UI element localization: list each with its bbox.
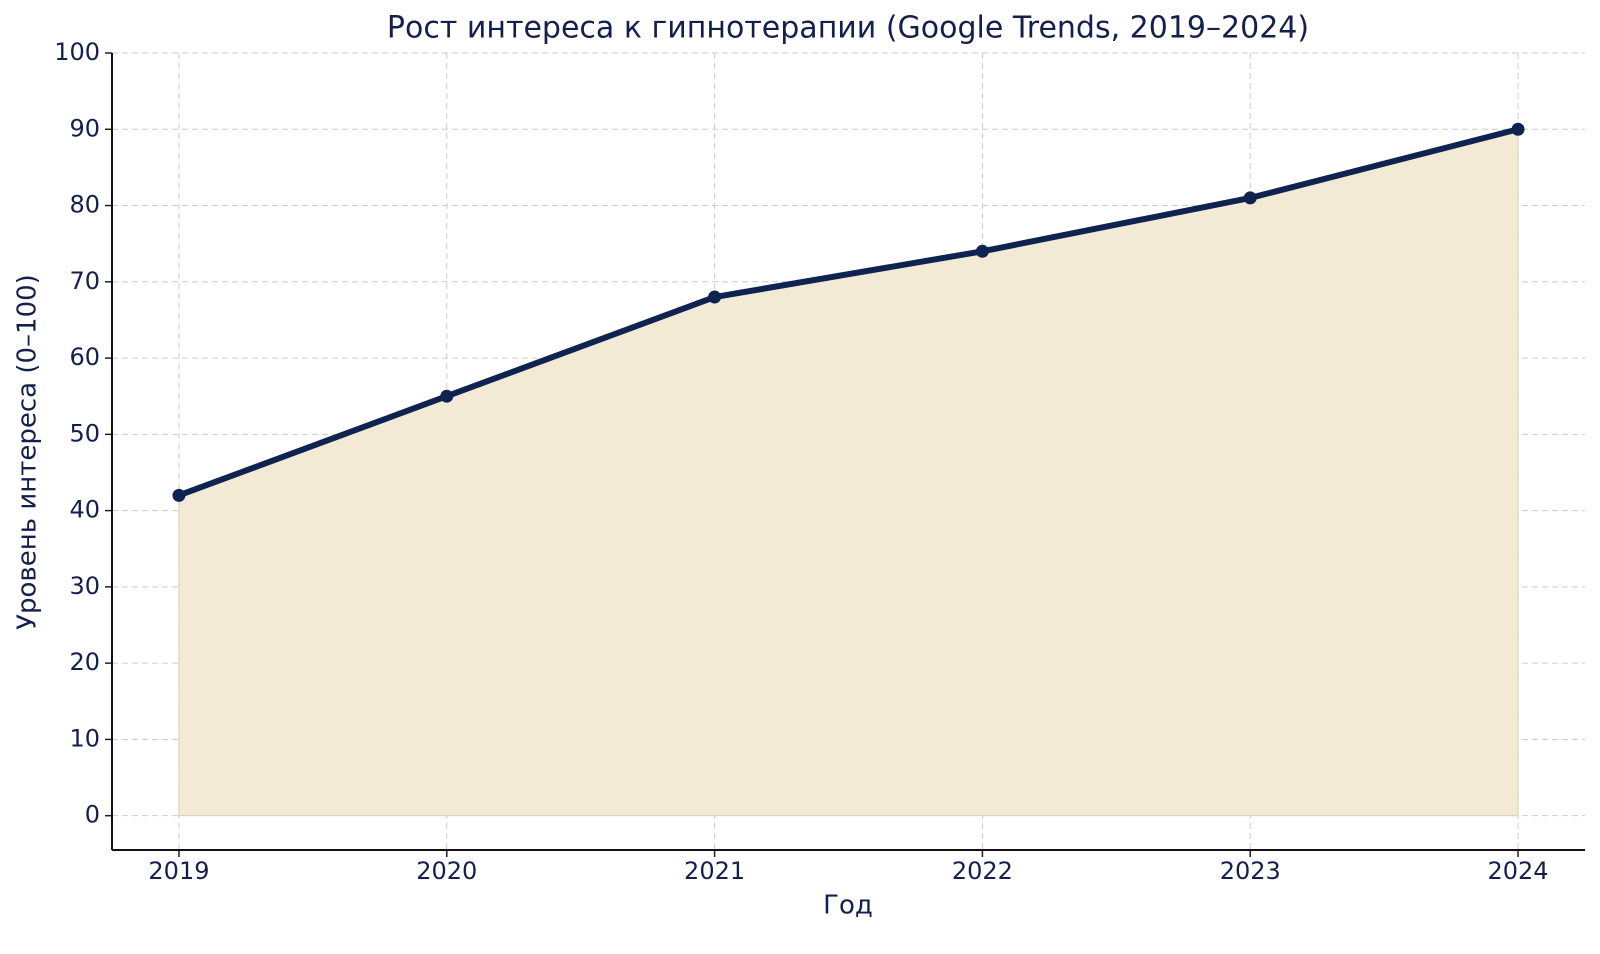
marker bbox=[708, 290, 722, 304]
marker bbox=[1243, 191, 1257, 205]
y-axis-label: Уровень интереса (0–100) bbox=[13, 274, 43, 630]
x-axis-label: Год bbox=[823, 891, 873, 921]
x-tick-label: 2021 bbox=[684, 857, 745, 885]
y-tick-label: 70 bbox=[69, 267, 100, 295]
y-tick-label: 50 bbox=[69, 419, 100, 447]
x-tick-label: 2020 bbox=[416, 857, 477, 885]
y-tick-label: 20 bbox=[69, 648, 100, 676]
x-tick-label: 2019 bbox=[148, 857, 209, 885]
x-tick-label: 2023 bbox=[1220, 857, 1281, 885]
x-tick-label: 2022 bbox=[952, 857, 1013, 885]
y-tick-label: 10 bbox=[69, 724, 100, 752]
area bbox=[178, 128, 1519, 817]
y-tick-label: 90 bbox=[69, 114, 100, 142]
y-tick-label: 100 bbox=[54, 38, 100, 66]
marker bbox=[172, 488, 186, 502]
line bbox=[177, 126, 1519, 499]
x-tick-label: 2024 bbox=[1488, 857, 1549, 885]
marker bbox=[975, 244, 989, 258]
y-tick-label: 60 bbox=[69, 343, 100, 371]
y-tick-label: 80 bbox=[69, 191, 100, 219]
chart-title: Рост интереса к гипнотерапии (Google Tre… bbox=[387, 11, 1309, 46]
marker bbox=[440, 389, 454, 403]
marker bbox=[1511, 122, 1525, 136]
y-tick-label: 30 bbox=[69, 572, 100, 600]
y-tick-label: 0 bbox=[85, 801, 100, 829]
y-tick-label: 40 bbox=[69, 496, 100, 524]
